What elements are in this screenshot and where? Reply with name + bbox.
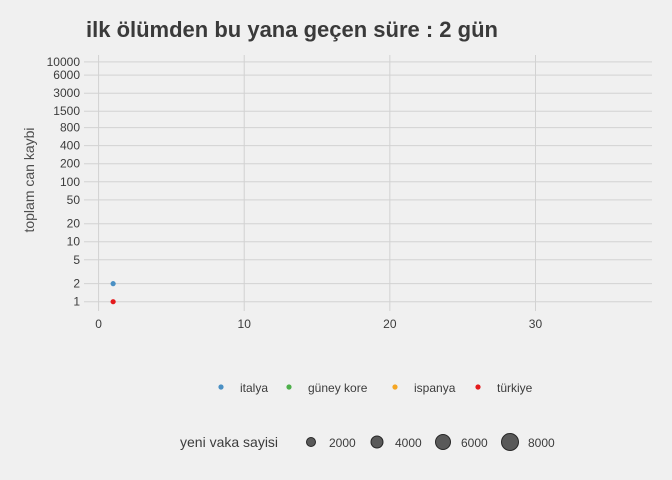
legend-label: türkiye xyxy=(497,381,533,395)
size-legend-key xyxy=(370,435,384,449)
y-tick-label: 1 xyxy=(73,295,80,309)
size-legend-label: 2000 xyxy=(329,436,356,450)
y-tick-label: 50 xyxy=(67,193,81,207)
size-legend-label: 4000 xyxy=(395,436,422,450)
y-tick-label: 3000 xyxy=(53,86,80,100)
x-tick-label: 30 xyxy=(529,317,543,331)
x-tick-label: 0 xyxy=(95,317,102,331)
x-axis-ticks: 0 10 20 30 xyxy=(95,317,542,331)
chart-title: ilk ölümden bu yana geçen süre : 2 gün xyxy=(86,17,498,42)
legend-label: güney kore xyxy=(308,381,368,395)
y-tick-label: 1500 xyxy=(53,104,80,118)
x-tick-label: 10 xyxy=(238,317,252,331)
grid xyxy=(84,55,652,311)
size-legend: yeni vaka sayisi 2000 4000 6000 8000 xyxy=(180,433,555,451)
x-tick-label: 20 xyxy=(383,317,397,331)
y-tick-label: 20 xyxy=(67,217,81,231)
data-points xyxy=(110,281,116,305)
y-tick-label: 10000 xyxy=(47,55,81,69)
data-point xyxy=(110,281,116,287)
y-tick-label: 5 xyxy=(73,253,80,267)
data-point xyxy=(110,299,116,305)
legend-key xyxy=(286,384,292,390)
size-legend-key xyxy=(435,434,451,450)
y-tick-label: 100 xyxy=(60,175,80,189)
legend-label: italya xyxy=(240,381,268,395)
y-tick-label: 800 xyxy=(60,121,80,135)
y-tick-label: 400 xyxy=(60,139,80,153)
legend: italya güney kore ispanya türkiye xyxy=(218,381,533,395)
legend-key xyxy=(475,384,481,390)
y-axis-title: toplam can kaybi xyxy=(21,127,37,232)
size-legend-label: 6000 xyxy=(461,436,488,450)
size-legend-key xyxy=(501,433,519,451)
legend-key xyxy=(392,384,398,390)
size-legend-title: yeni vaka sayisi xyxy=(180,434,278,450)
legend-label: ispanya xyxy=(414,381,456,395)
legend-key xyxy=(218,384,224,390)
y-tick-label: 2 xyxy=(73,277,80,291)
y-tick-label: 10 xyxy=(67,235,81,249)
y-tick-label: 200 xyxy=(60,157,80,171)
size-legend-label: 8000 xyxy=(528,436,555,450)
size-legend-key xyxy=(306,437,316,447)
y-tick-label: 6000 xyxy=(53,68,80,82)
